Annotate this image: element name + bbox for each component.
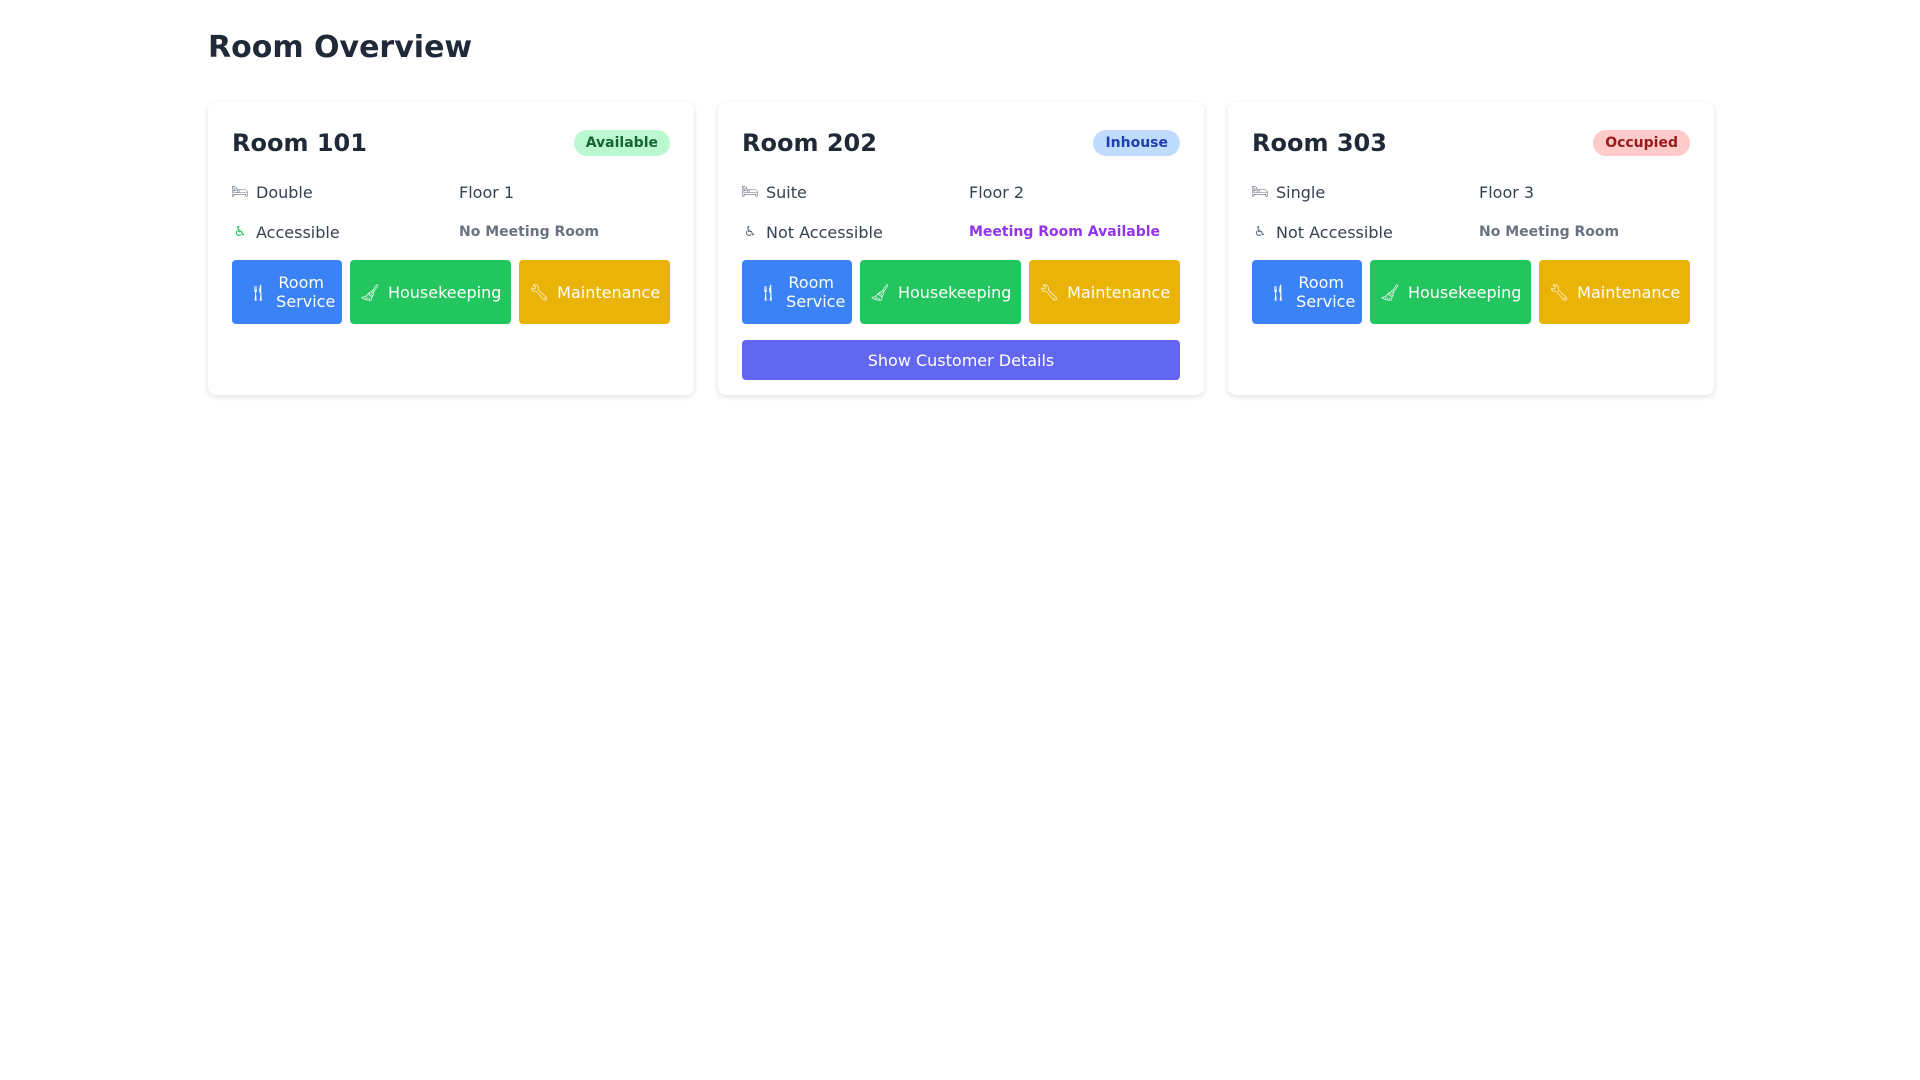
status-badge: Occupied (1593, 130, 1690, 156)
accessibility: Not Accessible (1276, 222, 1393, 242)
broom-icon: 🧹︎ (869, 282, 890, 302)
accessibility: Accessible (256, 222, 340, 242)
utensils-icon: 🍴︎ (757, 282, 779, 302)
maintenance-button[interactable]: 🔧︎ Maintenance (1029, 260, 1180, 324)
room-floor: Floor 1 (459, 182, 515, 202)
status-badge: Available (573, 130, 670, 156)
room-type: Double (256, 182, 313, 202)
page-title: Room Overview (208, 30, 473, 65)
room-card: Room 202 Inhouse 🛏︎ Suite Floor 2 ♿︎ Not A… (718, 102, 1204, 395)
wheelchair-icon: ♿︎ (233, 224, 247, 240)
broom-icon: 🧹︎ (1379, 282, 1400, 302)
room-floor: Floor 2 (969, 182, 1025, 202)
room-type: Single (1276, 182, 1326, 202)
housekeeping-button[interactable]: 🧹︎ Housekeeping (860, 260, 1021, 324)
housekeeping-button[interactable]: 🧹︎ Housekeeping (1370, 260, 1531, 324)
maintenance-button[interactable]: 🔧︎ Maintenance (1539, 260, 1690, 324)
room-title: Room 101 (232, 129, 367, 157)
wheelchair-icon: ♿︎ (1253, 224, 1267, 240)
room-title: Room 303 (1252, 129, 1387, 157)
utensils-icon: 🍴︎ (1267, 282, 1289, 302)
room-title: Room 202 (742, 129, 877, 157)
meeting-room-status: No Meeting Room (1479, 224, 1620, 240)
wrench-icon: 🔧︎ (1548, 282, 1570, 302)
bed-icon: 🛏︎ (231, 184, 249, 200)
utensils-icon: 🍴︎ (247, 282, 269, 302)
room-cards: Room 101 Available 🛏︎ Double Floor 1 ♿︎ Ac… (208, 102, 1714, 395)
bed-icon: 🛏︎ (741, 184, 759, 200)
wrench-icon: 🔧︎ (1038, 282, 1060, 302)
meeting-room-status: Meeting Room Available (969, 224, 1161, 240)
bed-icon: 🛏︎ (1251, 184, 1269, 200)
accessibility: Not Accessible (766, 222, 883, 242)
maintenance-button[interactable]: 🔧︎ Maintenance (519, 260, 670, 324)
room-service-button[interactable]: 🍴︎ Room Service (742, 260, 852, 324)
wrench-icon: 🔧︎ (528, 282, 550, 302)
wheelchair-icon: ♿︎ (743, 224, 757, 240)
room-service-button[interactable]: 🍴︎ Room Service (1252, 260, 1362, 324)
show-customer-details-button[interactable]: Show Customer Details (742, 340, 1180, 380)
status-badge: Inhouse (1093, 130, 1180, 156)
room-type: Suite (766, 182, 807, 202)
broom-icon: 🧹︎ (359, 282, 380, 302)
room-card: Room 101 Available 🛏︎ Double Floor 1 ♿︎ Ac… (208, 102, 694, 395)
room-service-button[interactable]: 🍴︎ Room Service (232, 260, 342, 324)
room-card: Room 303 Occupied 🛏︎ Single Floor 3 ♿︎ Not… (1228, 102, 1714, 395)
housekeeping-button[interactable]: 🧹︎ Housekeeping (350, 260, 511, 324)
room-floor: Floor 3 (1479, 182, 1535, 202)
meeting-room-status: No Meeting Room (459, 224, 600, 240)
